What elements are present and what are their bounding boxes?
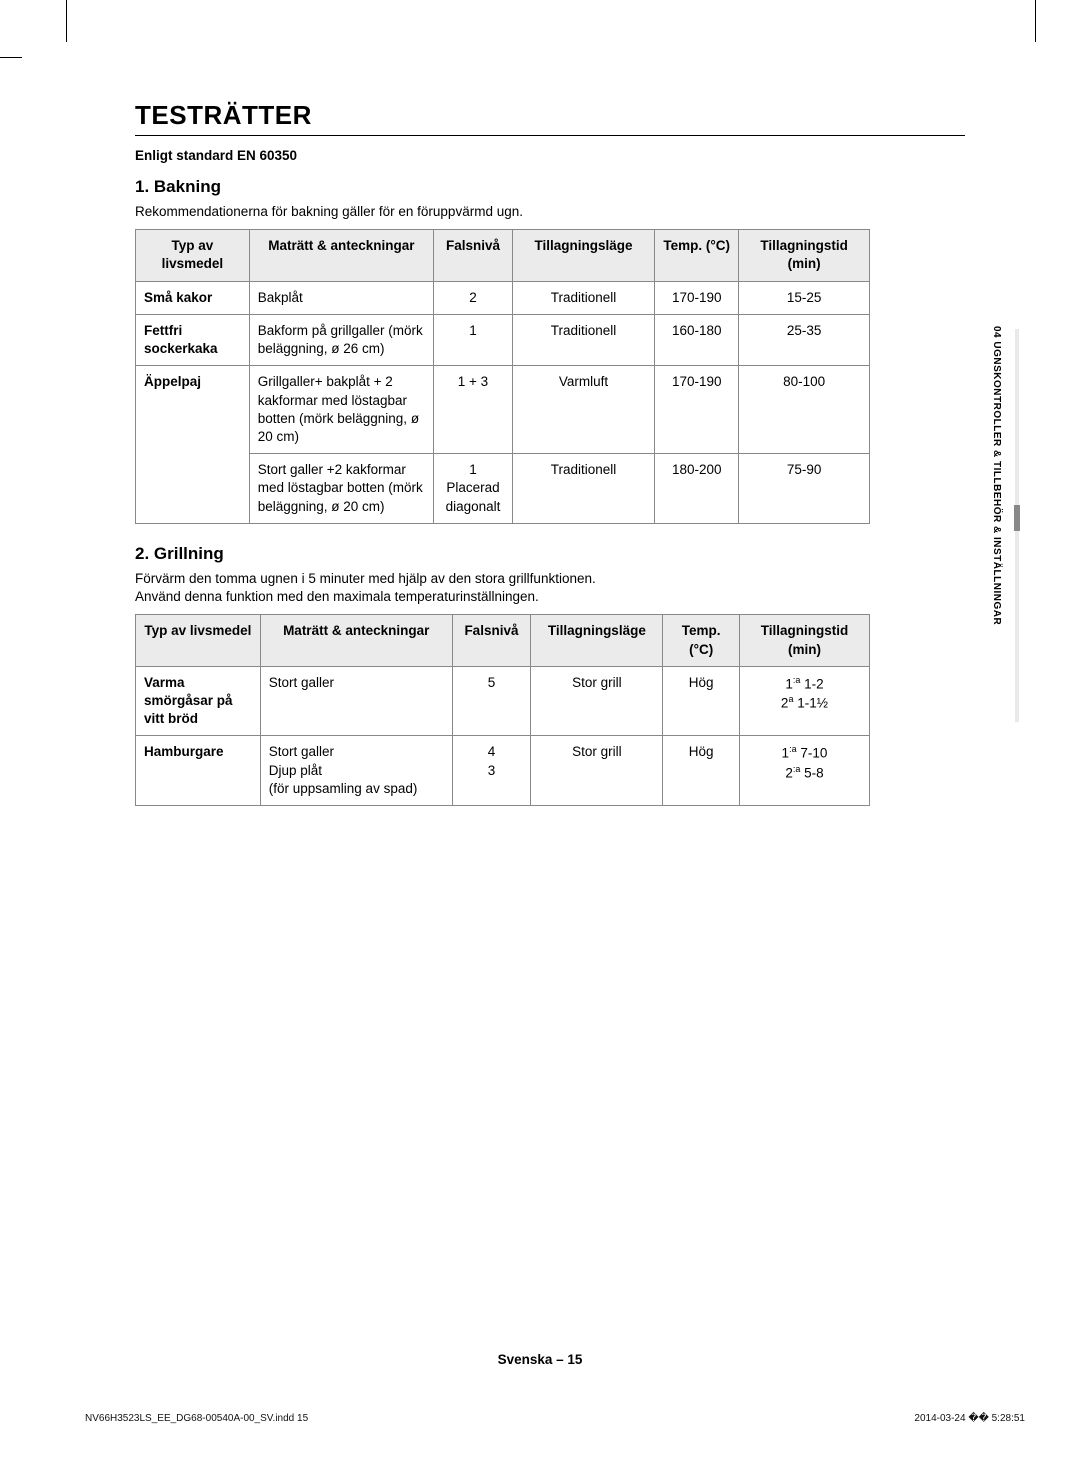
gr2-c4: Stor grill xyxy=(531,736,663,806)
gr2-c1: Hamburgare xyxy=(136,736,261,806)
br1-c4: Traditionell xyxy=(512,281,654,314)
bh-c1: Typ av livsmedel xyxy=(136,230,250,281)
page-footer: Svenska – 15 xyxy=(0,1352,1080,1367)
br3-c2: Grillgaller+ bakplåt + 2 kakformar med l… xyxy=(249,366,433,454)
gh-c6: Tillagningstid (min) xyxy=(739,615,869,666)
gr1-c4: Stor grill xyxy=(531,666,663,736)
grilling-row-1: Varma smörgåsar på vitt bröd Stort galle… xyxy=(136,666,870,736)
br2-c1: Fettfri sockerkaka xyxy=(136,314,250,365)
gh-c1: Typ av livsmedel xyxy=(136,615,261,666)
gr1-c3: 5 xyxy=(452,666,531,736)
main-title: TESTRÄTTER xyxy=(135,100,965,131)
bh-c4: Tillagningsläge xyxy=(512,230,654,281)
baking-table: Typ av livsmedel Maträtt & anteckningar … xyxy=(135,229,870,524)
bh-c3: Falsnivå xyxy=(434,230,513,281)
br3-c1: Äppelpaj xyxy=(136,366,250,524)
gr1-c6: 1:a 1-2 2a 1-1½ xyxy=(739,666,869,736)
print-meta-left: NV66H3523LS_EE_DG68-00540A-00_SV.indd 15 xyxy=(85,1413,308,1424)
grilling-desc2: Använd denna funktion med den maximala t… xyxy=(135,589,539,604)
print-meta: NV66H3523LS_EE_DG68-00540A-00_SV.indd 15… xyxy=(85,1413,1025,1424)
grilling-desc: Förvärm den tomma ugnen i 5 minuter med … xyxy=(135,570,965,606)
baking-header-row: Typ av livsmedel Maträtt & anteckningar … xyxy=(136,230,870,281)
gr1-c5: Hög xyxy=(663,666,740,736)
gr2-t2n: 2 xyxy=(785,766,793,781)
grilling-heading: 2. Grillning xyxy=(135,544,965,564)
gh-c4: Tillagningsläge xyxy=(531,615,663,666)
gr2-t1v: 7-10 xyxy=(797,746,828,761)
br4-c2: Stort galler +2 kakformar med löstagbar … xyxy=(249,454,433,524)
grilling-header-row: Typ av livsmedel Maträtt & anteckningar … xyxy=(136,615,870,666)
baking-desc: Rekommendationerna för bakning gäller fö… xyxy=(135,203,965,221)
br2-c2: Bakform på grillgaller (mörk beläggning,… xyxy=(249,314,433,365)
gr1-c2: Stort galler xyxy=(260,666,452,736)
standard-text: Enligt standard EN 60350 xyxy=(135,148,965,163)
gr2-t2v: 5-8 xyxy=(800,766,823,781)
br1-c1: Små kakor xyxy=(136,281,250,314)
bh-c5: Temp. (°C) xyxy=(655,230,739,281)
br1-c3: 2 xyxy=(434,281,513,314)
baking-heading: 1. Bakning xyxy=(135,177,965,197)
gr2-c2: Stort galler Djup plåt (för uppsamling a… xyxy=(260,736,452,806)
gr2-t1n: 1 xyxy=(782,746,790,761)
grilling-row-2: Hamburgare Stort galler Djup plåt (för u… xyxy=(136,736,870,806)
br3-c6: 80-100 xyxy=(739,366,870,454)
br2-c3: 1 xyxy=(434,314,513,365)
br4-c6: 75-90 xyxy=(739,454,870,524)
baking-row-3: Äppelpaj Grillgaller+ bakplåt + 2 kakfor… xyxy=(136,366,870,454)
gh-c5: Temp. (°C) xyxy=(663,615,740,666)
page-content: TESTRÄTTER Enligt standard EN 60350 1. B… xyxy=(0,0,1080,1472)
br1-c5: 170-190 xyxy=(655,281,739,314)
br4-c5: 180-200 xyxy=(655,454,739,524)
bh-c6: Tillagningstid (min) xyxy=(739,230,870,281)
baking-row-1: Små kakor Bakplåt 2 Traditionell 170-190… xyxy=(136,281,870,314)
gr1-t1v: 1-2 xyxy=(800,676,823,691)
bh-c2: Maträtt & anteckningar xyxy=(249,230,433,281)
br4-c3: 1 Placerad diagonalt xyxy=(434,454,513,524)
br3-c4: Varmluft xyxy=(512,366,654,454)
gh-c2: Maträtt & anteckningar xyxy=(260,615,452,666)
br2-c6: 25-35 xyxy=(739,314,870,365)
br3-c5: 170-190 xyxy=(655,366,739,454)
baking-row-2: Fettfri sockerkaka Bakform på grillgalle… xyxy=(136,314,870,365)
side-indicator xyxy=(1014,505,1020,531)
gr2-t1s: :a xyxy=(789,744,797,754)
gr2-c3: 4 3 xyxy=(452,736,531,806)
gr2-c5: Hög xyxy=(663,736,740,806)
br3-c3: 1 + 3 xyxy=(434,366,513,454)
gr2-c6: 1:a 7-10 2:a 5-8 xyxy=(739,736,869,806)
title-underline xyxy=(135,135,965,136)
gr1-t1n: 1 xyxy=(785,676,793,691)
br1-c6: 15-25 xyxy=(739,281,870,314)
gr1-t2v: 1-1½ xyxy=(793,696,828,711)
br4-c4: Traditionell xyxy=(512,454,654,524)
br2-c4: Traditionell xyxy=(512,314,654,365)
br2-c5: 160-180 xyxy=(655,314,739,365)
print-meta-right: 2014-03-24 �� 5:28:51 xyxy=(914,1413,1025,1424)
grilling-table: Typ av livsmedel Maträtt & anteckningar … xyxy=(135,614,870,806)
grilling-desc1: Förvärm den tomma ugnen i 5 minuter med … xyxy=(135,571,596,586)
side-section-label: 04 UGNSKONTROLLER & TILLBEHÖR & INSTÄLLN… xyxy=(991,326,1002,716)
gr1-c1: Varma smörgåsar på vitt bröd xyxy=(136,666,261,736)
gh-c3: Falsnivå xyxy=(452,615,531,666)
br1-c2: Bakplåt xyxy=(249,281,433,314)
